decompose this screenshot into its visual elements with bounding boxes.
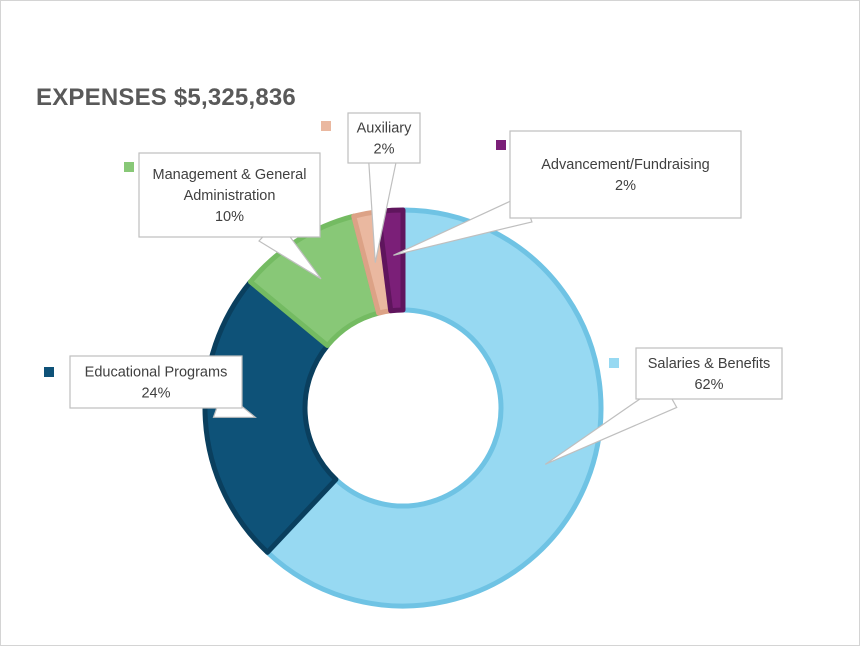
- callout-fill-advancement-fundraising: [511, 132, 740, 217]
- callout-fill-salaries-and-benefits: [637, 349, 781, 398]
- slice-educational-programs: [202, 279, 339, 555]
- data-label-category-advancement-fundraising: Advancement/Fundraising: [541, 157, 709, 173]
- chart-title: EXPENSES $5,325,836: [36, 84, 296, 111]
- data-label-category-educational-programs: Educational Programs: [85, 365, 228, 381]
- legend-key-auxiliary: [321, 121, 331, 131]
- data-label-value-advancement-fundraising: 2%: [615, 178, 636, 194]
- slice-salaries-and-benefits: [264, 207, 604, 609]
- callout-fill-educational-programs: [71, 357, 241, 407]
- legend-key-salaries-and-benefits: [609, 358, 619, 368]
- legend-key-advancement-fundraising: [496, 140, 506, 150]
- data-label-category-auxiliary: Auxiliary: [357, 121, 413, 137]
- callout-fill-auxiliary: [349, 114, 419, 162]
- callout-fill-management-and-general-administration: [140, 154, 319, 236]
- data-label-value-salaries-and-benefits: 62%: [694, 377, 723, 393]
- data-label-value-management-and-general-administration: 10%: [215, 209, 244, 225]
- data-label-value-educational-programs: 24%: [141, 386, 170, 402]
- data-label-value-auxiliary: 2%: [374, 142, 395, 158]
- legend-key-educational-programs: [44, 367, 54, 377]
- data-label-category-salaries-and-benefits: Salaries & Benefits: [648, 356, 771, 372]
- data-label-category-management-and-general-administration: Administration: [184, 188, 276, 204]
- legend-key-management-and-general-administration: [124, 162, 134, 172]
- data-label-category-management-and-general-administration: Management & General: [153, 167, 307, 183]
